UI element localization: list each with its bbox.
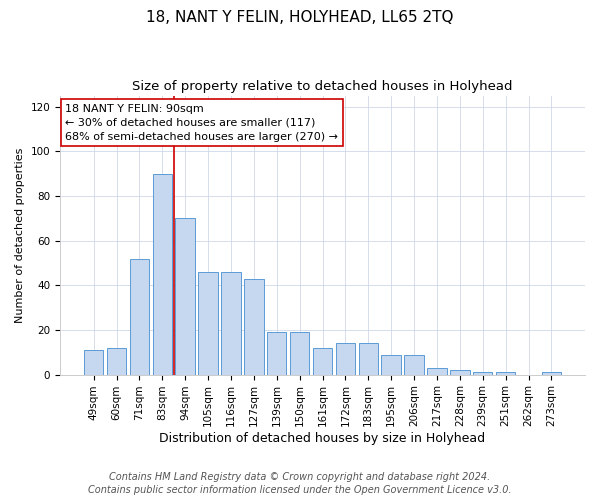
Bar [427,368,446,374]
Bar [199,272,218,374]
Bar [473,372,493,374]
Title: Size of property relative to detached houses in Holyhead: Size of property relative to detached ho… [132,80,513,93]
Bar [107,348,126,374]
Bar [290,332,310,374]
Bar [84,350,103,374]
Bar [496,372,515,374]
Bar [175,218,195,374]
Bar [359,344,378,374]
Bar [152,174,172,374]
Bar [404,354,424,374]
Bar [130,258,149,374]
Text: 18 NANT Y FELIN: 90sqm
← 30% of detached houses are smaller (117)
68% of semi-de: 18 NANT Y FELIN: 90sqm ← 30% of detached… [65,104,338,142]
Bar [267,332,286,374]
Bar [313,348,332,374]
Bar [382,354,401,374]
Bar [335,344,355,374]
Bar [450,370,470,374]
Bar [221,272,241,374]
Text: Contains HM Land Registry data © Crown copyright and database right 2024.
Contai: Contains HM Land Registry data © Crown c… [88,472,512,495]
Bar [542,372,561,374]
X-axis label: Distribution of detached houses by size in Holyhead: Distribution of detached houses by size … [160,432,485,445]
Bar [244,278,263,374]
Y-axis label: Number of detached properties: Number of detached properties [15,148,25,323]
Text: 18, NANT Y FELIN, HOLYHEAD, LL65 2TQ: 18, NANT Y FELIN, HOLYHEAD, LL65 2TQ [146,10,454,25]
